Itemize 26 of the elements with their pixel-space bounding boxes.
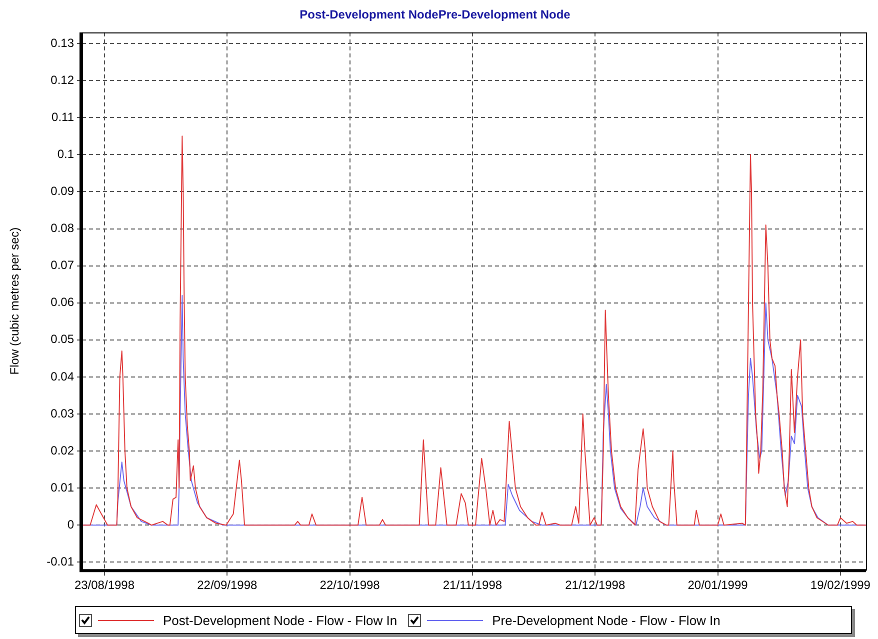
chart-title: Post-Development NodePre-Development Node — [300, 8, 571, 22]
x-tick-label: 23/08/1998 — [74, 578, 135, 592]
x-tick-label: 22/10/1998 — [320, 578, 380, 592]
y-tick-label: 0 — [67, 517, 74, 532]
y-tick-label: 0.09 — [50, 184, 74, 198]
y-tick-label: 0.03 — [50, 406, 74, 420]
y-tick-label: -0.01 — [46, 554, 74, 569]
y-tick-label: 0.11 — [52, 110, 74, 124]
y-tick-label: 0.02 — [50, 443, 74, 458]
y-tick-label: 0.01 — [50, 480, 74, 494]
x-tick-label: 21/12/1998 — [565, 578, 626, 592]
y-tick-label: 0.12 — [50, 72, 74, 87]
legend-label: Post-Development Node - Flow - Flow In — [163, 612, 398, 628]
y-tick-label: 0.05 — [50, 332, 74, 346]
y-axis-title: Flow (cubic metres per sec) — [8, 227, 22, 375]
y-tick-label: 0.06 — [50, 295, 74, 310]
legend-label: Pre-Development Node - Flow - Flow In — [492, 612, 720, 628]
y-tick-label: 0.1 — [57, 146, 74, 161]
x-tick-label: 21/11/1998 — [442, 578, 502, 592]
y-tick-label: 0.13 — [50, 36, 74, 50]
y-tick-label: 0.07 — [50, 258, 74, 272]
x-tick-label: 22/09/1998 — [197, 578, 258, 592]
x-tick-label: 20/01/1999 — [688, 578, 748, 592]
y-tick-label: 0.08 — [50, 221, 74, 236]
y-tick-label: 0.04 — [50, 369, 74, 384]
x-tick-label: 19/02/1999 — [810, 578, 871, 592]
